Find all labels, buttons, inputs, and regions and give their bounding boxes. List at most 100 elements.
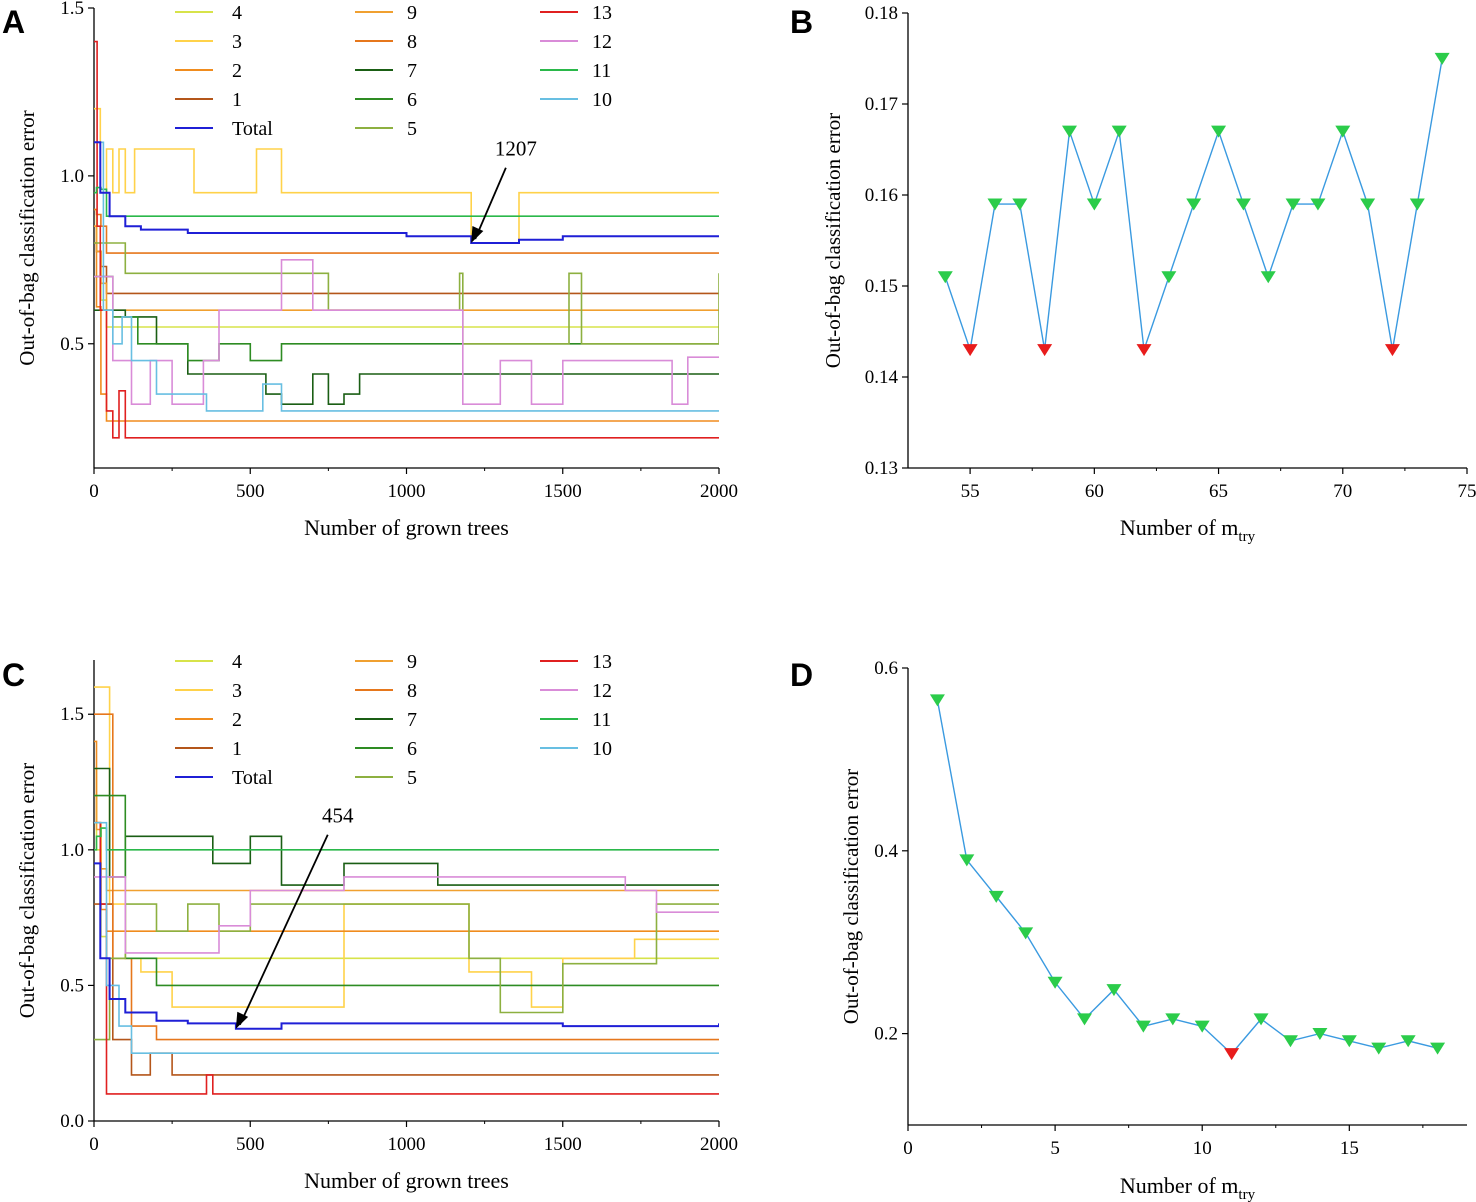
x-tick-label: 5 bbox=[1050, 1138, 1060, 1159]
y-tick-label: 1.0 bbox=[60, 840, 84, 861]
legend-label: 5 bbox=[407, 118, 417, 140]
legend-label: 4 bbox=[232, 2, 242, 24]
series-4-line bbox=[94, 208, 719, 328]
data-point-marker bbox=[1409, 198, 1425, 211]
legend-label: 2 bbox=[232, 60, 242, 82]
data-point-marker bbox=[1086, 198, 1102, 211]
x-tick-label: 60 bbox=[1085, 481, 1104, 502]
series-1-line bbox=[94, 903, 719, 1076]
data-point-marker bbox=[1282, 1035, 1298, 1048]
legend-label: 11 bbox=[592, 60, 611, 82]
annotation-label: 454 bbox=[322, 804, 354, 828]
legend-label: Total bbox=[232, 767, 273, 789]
legend-label: 7 bbox=[407, 60, 417, 82]
panel-d: 0 5 10 15 0.2 0.4 0.6 Out-of-bag classification… bbox=[790, 657, 1467, 1202]
legend-label: 7 bbox=[407, 709, 417, 731]
legend-label: 6 bbox=[407, 89, 417, 111]
y-tick-label: 0.13 bbox=[865, 458, 898, 479]
panel-c: 0 500 1000 1500 2000 0.0 0.5 1.0 1.5 Out-of-bag c… bbox=[2, 651, 738, 1193]
x-tick-label: 2000 bbox=[700, 1134, 738, 1155]
data-point-marker bbox=[1371, 1042, 1387, 1055]
series-total-line bbox=[94, 141, 719, 244]
y-tick-label: 1.0 bbox=[60, 166, 84, 187]
x-tick-label: 1000 bbox=[388, 1134, 426, 1155]
x-tick-label: 55 bbox=[961, 481, 980, 502]
plot-area bbox=[94, 40, 719, 439]
data-point-marker bbox=[988, 890, 1004, 903]
x-tick-label: 65 bbox=[1209, 481, 1228, 502]
legend-label: 13 bbox=[592, 651, 612, 673]
data-point-marker bbox=[1135, 1020, 1151, 1033]
y-tick-label: 1.5 bbox=[60, 704, 84, 725]
series-5-line bbox=[94, 242, 719, 345]
legend-label: 13 bbox=[592, 2, 612, 24]
legend-label: 5 bbox=[407, 767, 417, 789]
data-point-marker bbox=[1235, 198, 1251, 211]
x-axis-title: Number of grown trees bbox=[304, 1168, 509, 1193]
series-1-line bbox=[94, 242, 719, 295]
y-axis-title: Out-of-bag classification error bbox=[15, 763, 39, 1018]
series-12-line bbox=[94, 876, 719, 954]
x-tick-label: 1500 bbox=[544, 1134, 582, 1155]
data-point-marker bbox=[1194, 1020, 1210, 1033]
legend-label: 1 bbox=[232, 738, 242, 760]
x-tick-label: 1000 bbox=[388, 481, 426, 502]
y-tick-label: 0.15 bbox=[865, 276, 898, 297]
y-tick-label: 0.5 bbox=[60, 975, 84, 996]
min-point-marker bbox=[1037, 344, 1053, 357]
x-tick-label: 500 bbox=[236, 481, 265, 502]
data-point-marker bbox=[959, 854, 975, 867]
data-point-marker bbox=[1161, 271, 1177, 284]
panel-letter: C bbox=[2, 657, 25, 693]
x-axis-title: Number of grown trees bbox=[304, 515, 509, 540]
x-tick-label: 0 bbox=[89, 481, 99, 502]
y-axis-title: Out-of-bag classification error bbox=[15, 110, 39, 365]
data-point-marker bbox=[1341, 1035, 1357, 1048]
data-point-marker bbox=[1211, 125, 1227, 138]
data-point-marker bbox=[1186, 198, 1202, 211]
series-11-line bbox=[94, 827, 719, 851]
data-point-marker bbox=[1018, 927, 1034, 940]
min-point-marker bbox=[1224, 1048, 1240, 1061]
series-10-line bbox=[94, 821, 719, 1054]
x-tick-label: 0 bbox=[89, 1134, 99, 1155]
legend-label: 11 bbox=[592, 709, 611, 731]
y-tick-label: 1.5 bbox=[60, 0, 84, 19]
legend-label: 12 bbox=[592, 680, 612, 702]
panel-b: 55 60 65 70 75 0.13 0.14 0.15 0.16 0.17 0.18 Out-of… bbox=[790, 3, 1476, 545]
data-point-marker bbox=[1360, 198, 1376, 211]
y-axis-title: Out-of-bag classification error bbox=[839, 769, 863, 1024]
y-axis-title: Out-of-bag classification error bbox=[821, 113, 845, 368]
x-axis-title: Number of mtry bbox=[1120, 1173, 1256, 1202]
data-point-marker bbox=[929, 694, 945, 707]
x-axis-title-subscript: try bbox=[1238, 1187, 1255, 1202]
min-point-marker bbox=[1136, 344, 1152, 357]
annotation-arrow-head bbox=[235, 1011, 249, 1029]
legend-label: 9 bbox=[407, 651, 417, 673]
x-axis-title-subscript: try bbox=[1238, 529, 1255, 545]
y-tick-label: 0.5 bbox=[60, 334, 84, 355]
legend-label: 3 bbox=[232, 31, 242, 53]
y-tick-label: 0.17 bbox=[865, 94, 898, 115]
panel-a: 0 500 1000 1500 2000 0.5 1.0 1.5 Out-of-bag clas… bbox=[2, 0, 738, 540]
y-tick-label: 0.6 bbox=[874, 658, 898, 679]
data-point-marker bbox=[1111, 125, 1127, 138]
data-point-marker bbox=[1434, 52, 1450, 65]
legend-label: Total bbox=[232, 118, 273, 140]
x-tick-label: 1500 bbox=[544, 481, 582, 502]
data-point-marker bbox=[1430, 1042, 1446, 1055]
annotation-label: 1207 bbox=[495, 137, 537, 161]
y-tick-label: 0.0 bbox=[60, 1111, 84, 1132]
series-13-line bbox=[94, 40, 719, 439]
annotation-arrow-shaft bbox=[239, 834, 329, 1026]
data-point-marker bbox=[1165, 1013, 1181, 1026]
panel-letter: B bbox=[790, 4, 813, 40]
legend-label: 10 bbox=[592, 89, 612, 111]
y-tick-label: 0.18 bbox=[865, 3, 898, 24]
annotation-arrow-head bbox=[471, 225, 484, 244]
x-tick-label: 10 bbox=[1193, 1138, 1212, 1159]
series-12-line bbox=[94, 259, 719, 405]
data-point-marker bbox=[1285, 198, 1301, 211]
panel-letter: A bbox=[2, 4, 25, 40]
legend-label: 10 bbox=[592, 738, 612, 760]
